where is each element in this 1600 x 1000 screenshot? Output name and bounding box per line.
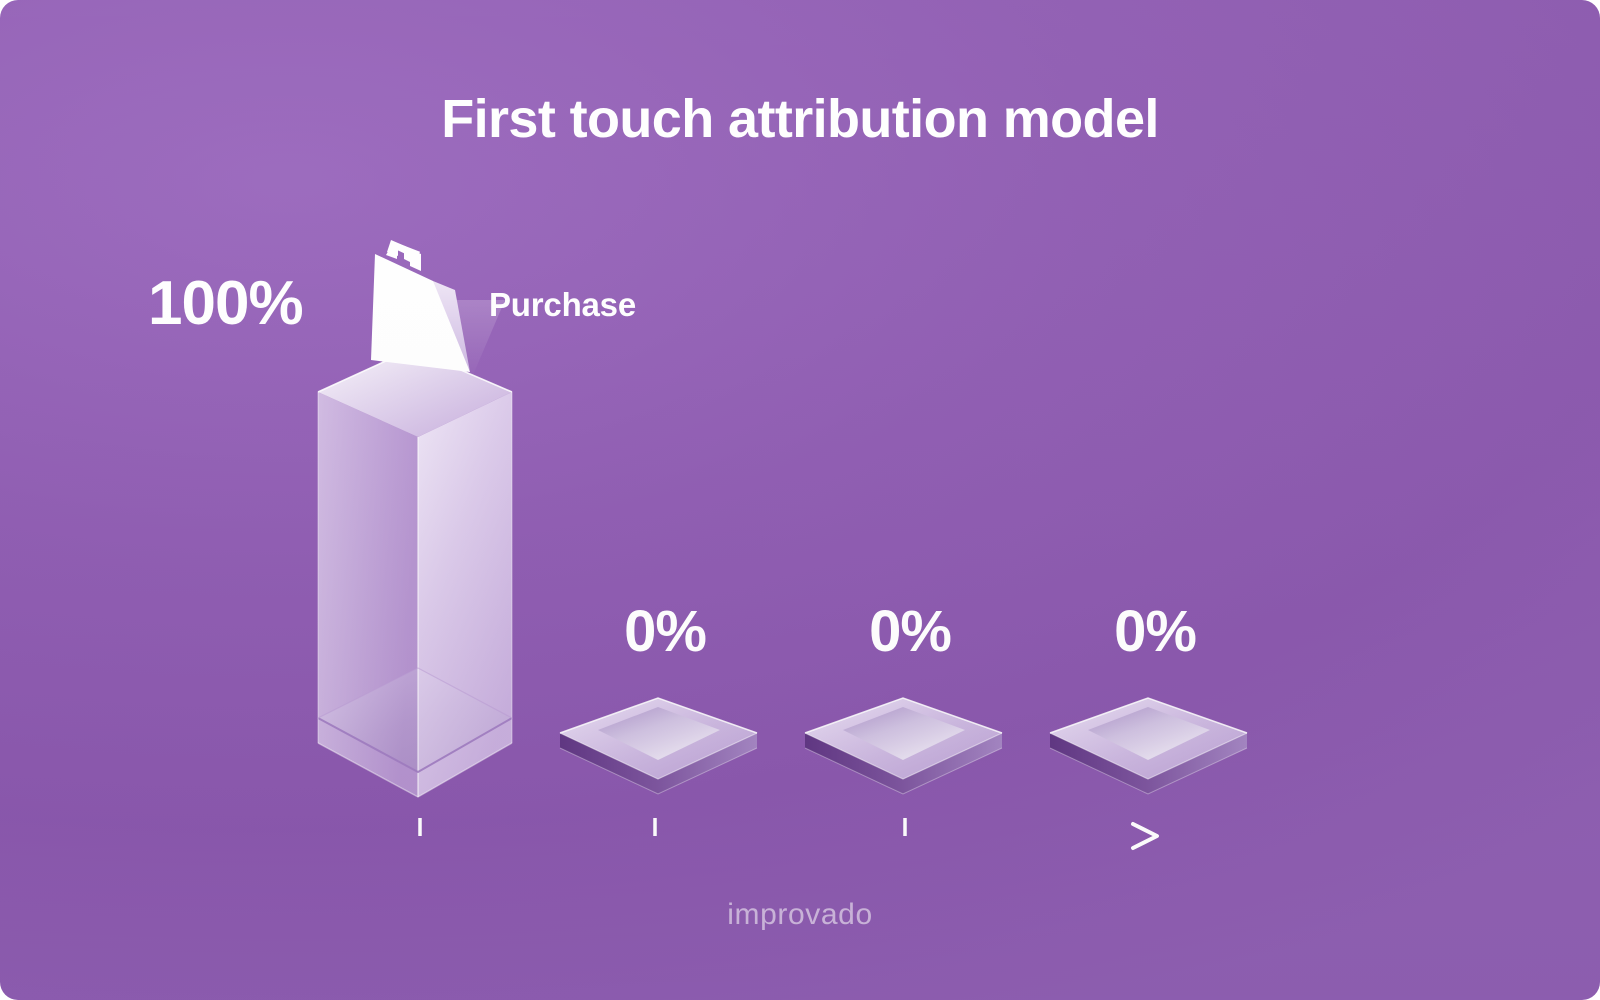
data-label-touchpoint-2: 0% [624,599,707,664]
bar-touchpoint-2 [559,697,758,795]
x-axis [0,818,1159,850]
page-title: First touch attribution model [441,89,1159,149]
brand-logo: improvado [727,898,873,931]
purchase-label: Purchase [489,286,636,323]
bar-touchpoint-3 [804,697,1003,795]
data-label-touchpoint-4: 0% [1114,599,1197,664]
shopping-bag-icon [371,240,470,372]
bar-touchpoint-1 [317,348,513,798]
data-label-touchpoint-3: 0% [869,599,952,664]
data-label-touchpoint-1: 100% [148,269,304,338]
bar-touchpoint-4 [1049,697,1248,795]
